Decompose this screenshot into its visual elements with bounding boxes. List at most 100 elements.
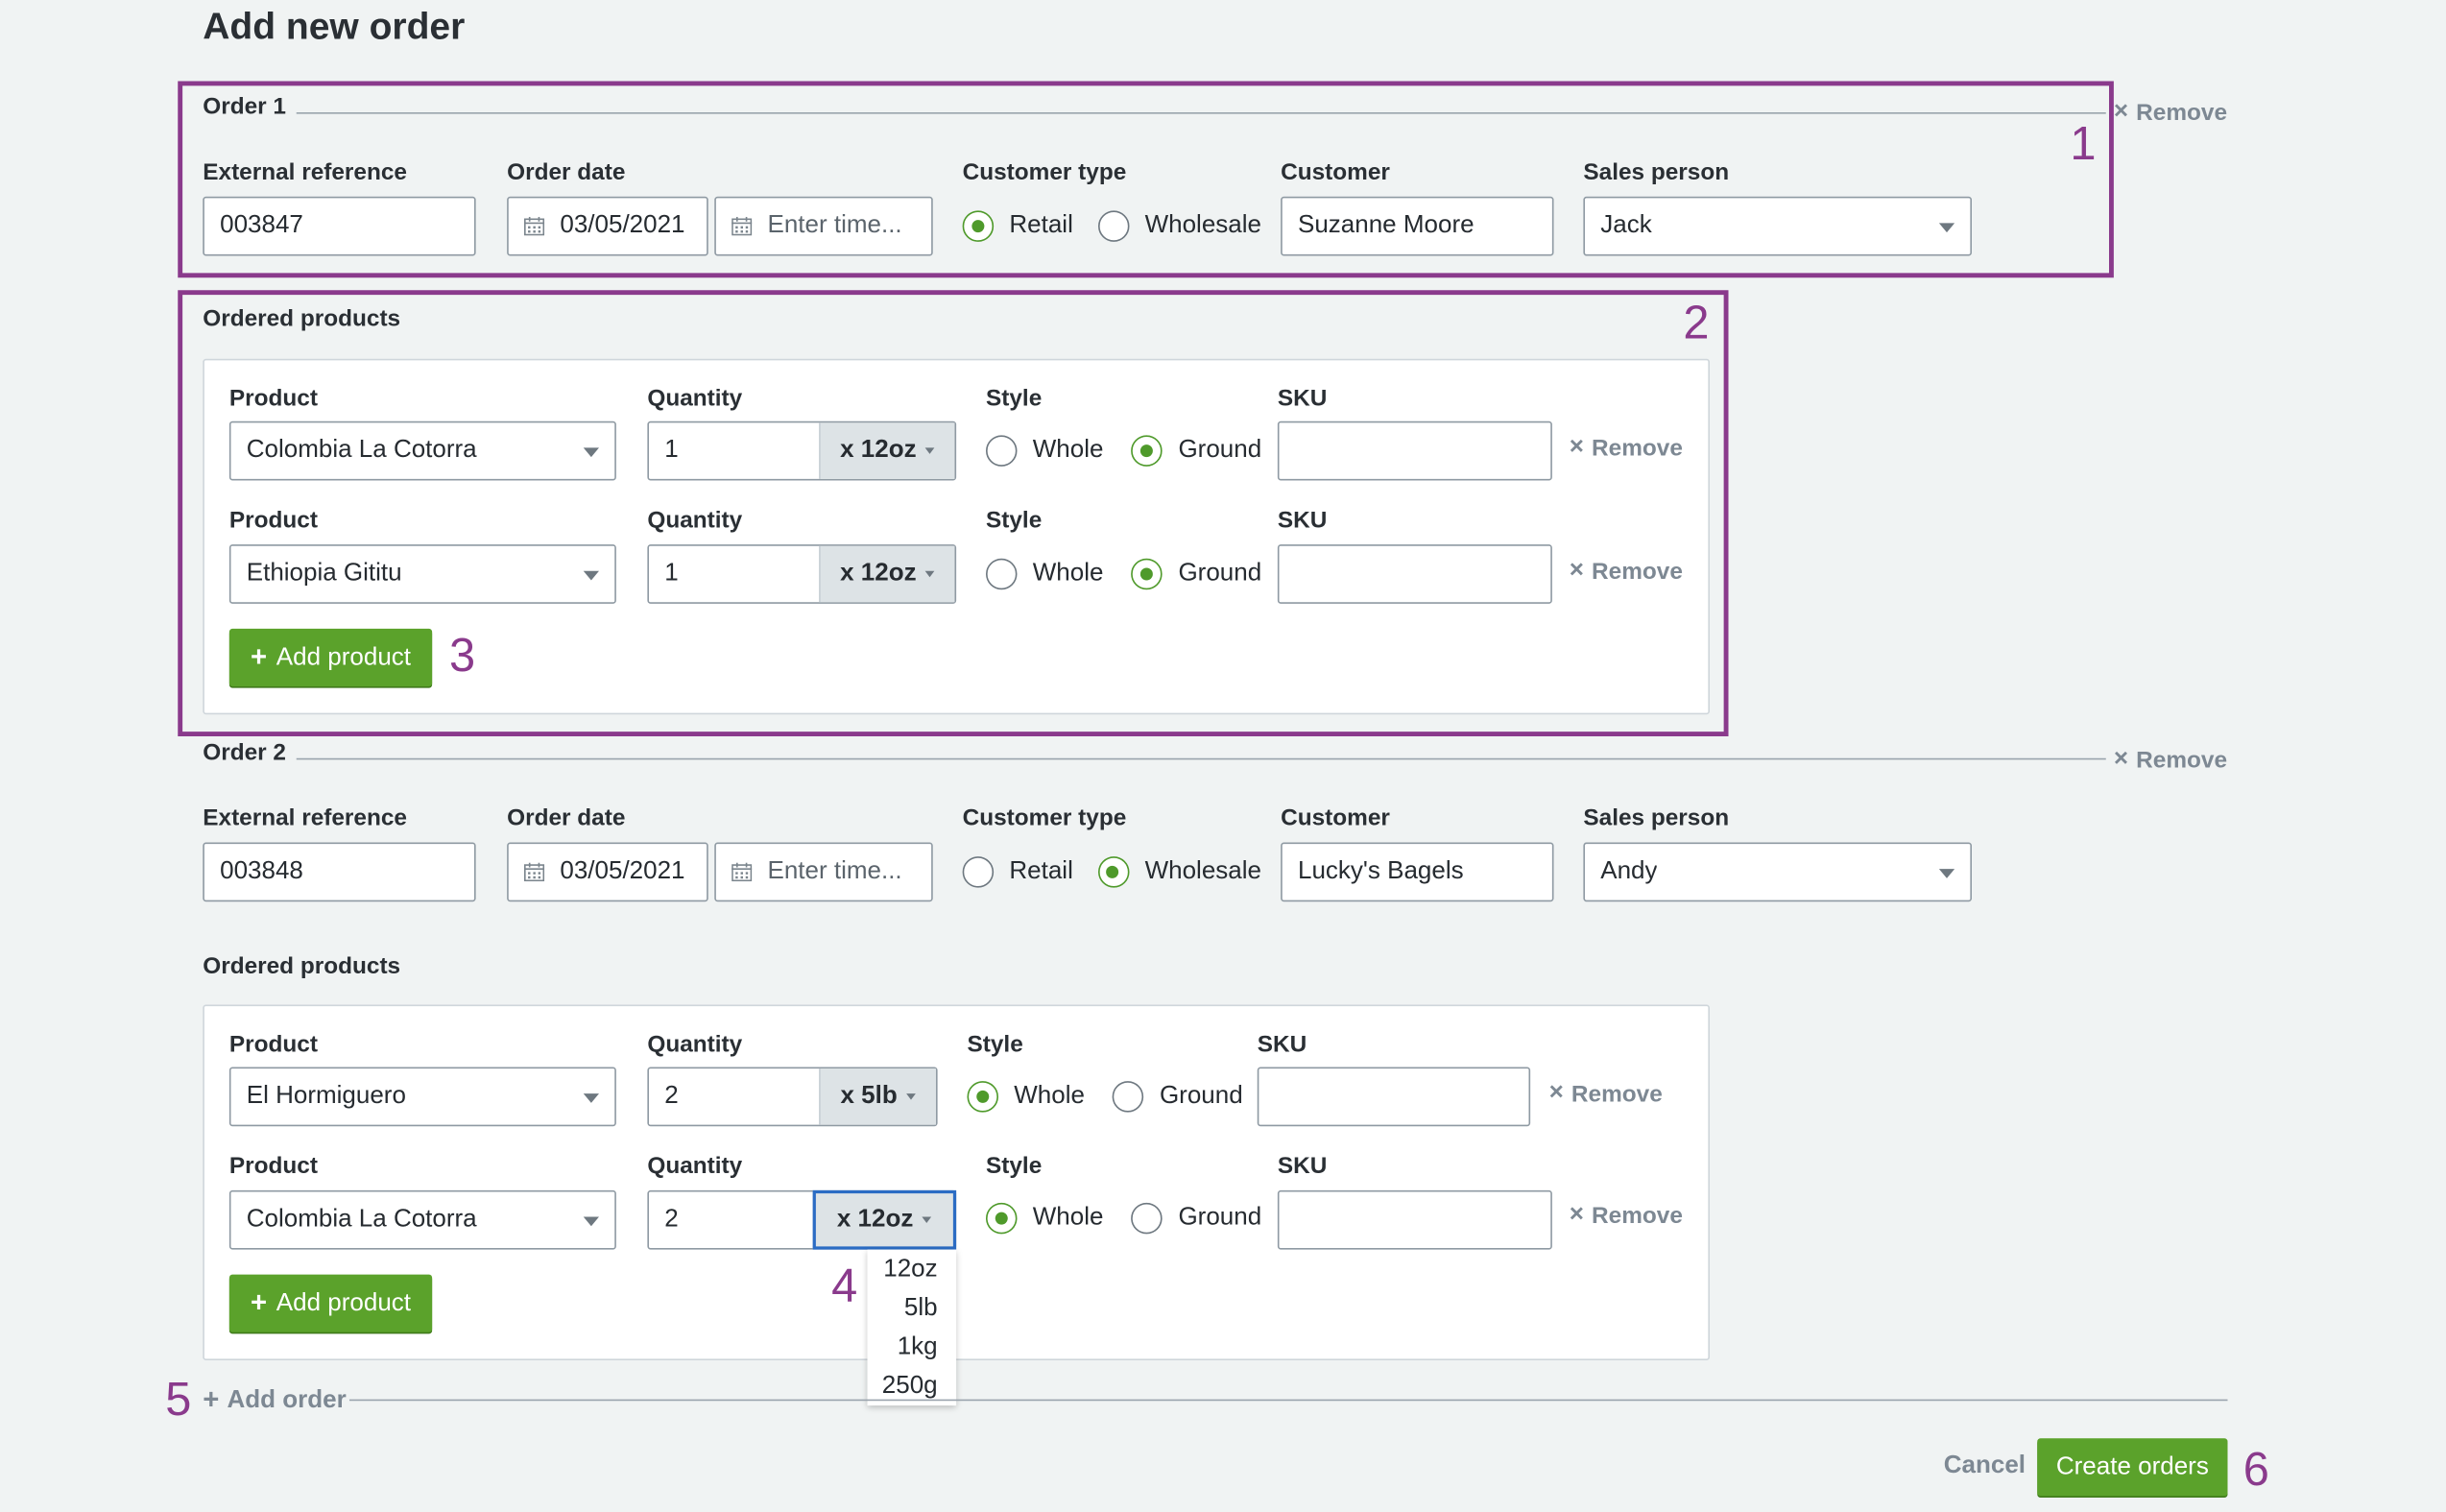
order-date-label: Order date <box>507 158 626 186</box>
radio-circle <box>986 558 1018 590</box>
whole-radio[interactable]: Whole <box>986 435 1103 467</box>
sku-label: SKU <box>1277 385 1328 412</box>
ground-radio[interactable]: Ground <box>1113 1081 1243 1113</box>
order-date-input[interactable]: 03/05/2021 <box>507 842 708 902</box>
retail-radio[interactable]: Retail <box>962 856 1073 888</box>
chevron-down-icon <box>583 570 599 581</box>
product-select[interactable]: Ethiopia Gititu <box>228 544 616 604</box>
sales-person-label: Sales person <box>1583 804 1730 832</box>
customer-input[interactable]: Suzanne Moore <box>1281 196 1554 256</box>
product-select[interactable]: Colombia La Cotorra <box>228 420 616 481</box>
ground-radio[interactable]: Ground <box>1131 558 1261 590</box>
calendar-icon <box>731 862 753 882</box>
customer-type-radio-group: Retail Wholesale <box>962 843 1261 902</box>
product-label: Product <box>228 385 318 412</box>
style-radio-group: Whole Ground <box>986 1188 1261 1248</box>
sku-input[interactable] <box>1277 544 1552 604</box>
add-product-button[interactable]: + Add product <box>228 628 433 686</box>
sales-person-select[interactable]: Jack <box>1583 196 1972 256</box>
create-orders-button[interactable]: Create orders <box>2037 1438 2228 1497</box>
whole-radio[interactable]: Whole <box>967 1081 1085 1113</box>
plus-icon: + <box>203 1383 220 1415</box>
ordered-products-title: Ordered products <box>203 305 401 333</box>
quantity-input[interactable]: 1 x 12oz <box>647 544 957 604</box>
chevron-down-icon <box>925 570 936 578</box>
cancel-button[interactable]: Cancel <box>1943 1452 2026 1479</box>
ground-radio[interactable]: Ground <box>1131 1202 1261 1235</box>
chevron-down-icon <box>906 1093 917 1100</box>
product-select[interactable]: Colombia La Cotorra <box>228 1189 616 1250</box>
annotation-number-3: 3 <box>449 630 476 683</box>
remove-order-1-button[interactable]: × Remove <box>2114 98 2227 126</box>
close-icon: × <box>1569 1201 1584 1228</box>
unit-select[interactable]: x 12oz <box>819 545 955 603</box>
remove-product-button[interactable]: × Remove <box>1569 557 1683 585</box>
order-1-title: Order 1 <box>203 93 286 121</box>
quantity-input[interactable]: 1 x 12oz <box>647 420 957 481</box>
style-label: Style <box>986 507 1043 534</box>
product-select[interactable]: El Hormiguero <box>228 1067 616 1127</box>
unit-select[interactable]: x 12oz <box>812 1189 957 1250</box>
calendar-icon <box>731 216 753 236</box>
ground-radio[interactable]: Ground <box>1131 435 1261 467</box>
customer-input[interactable]: Lucky's Bagels <box>1281 842 1554 902</box>
remove-order-2-button[interactable]: × Remove <box>2113 745 2228 774</box>
sales-person-select[interactable]: Andy <box>1583 842 1972 902</box>
style-label: Style <box>986 385 1043 412</box>
order-1-divider <box>296 112 2106 114</box>
unit-dropdown-menu: 12oz 5lb 1kg 250g <box>867 1249 957 1406</box>
page-title: Add new order <box>203 6 466 49</box>
quantity-label: Quantity <box>647 385 743 412</box>
product-label: Product <box>228 507 318 534</box>
radio-circle <box>962 856 995 888</box>
annotation-number-1: 1 <box>2070 118 2097 171</box>
customer-label: Customer <box>1281 804 1390 832</box>
order-2-divider <box>296 757 2106 760</box>
external-reference-input[interactable]: 003847 <box>203 196 476 256</box>
remove-product-button[interactable]: × Remove <box>1569 1201 1683 1229</box>
unit-option[interactable]: 12oz <box>883 1255 938 1282</box>
chevron-down-icon <box>1938 869 1955 878</box>
product-label: Product <box>228 1152 318 1180</box>
order-time-input[interactable]: Enter time... <box>714 842 933 902</box>
add-product-button[interactable]: + Add product <box>228 1274 433 1332</box>
order-date-input[interactable]: 03/05/2021 <box>507 196 708 256</box>
close-icon: × <box>1569 433 1584 461</box>
customer-type-label: Customer type <box>962 158 1127 186</box>
calendar-icon <box>524 216 545 236</box>
annotation-box-2 <box>178 290 1729 736</box>
order-time-input[interactable]: Enter time... <box>714 196 933 256</box>
sku-input[interactable] <box>1277 420 1552 481</box>
remove-product-button[interactable]: × Remove <box>1548 1079 1663 1107</box>
whole-radio[interactable]: Whole <box>986 558 1103 590</box>
unit-select[interactable]: x 5lb <box>819 1068 936 1125</box>
add-order-divider <box>349 1399 2228 1402</box>
product-label: Product <box>228 1031 318 1058</box>
wholesale-radio[interactable]: Wholesale <box>1097 210 1261 242</box>
add-order-button[interactable]: + Add order <box>203 1383 347 1415</box>
close-icon: × <box>1569 557 1584 584</box>
chevron-down-icon <box>1938 223 1955 233</box>
unit-option[interactable]: 5lb <box>903 1293 938 1321</box>
quantity-label: Quantity <box>647 1152 743 1180</box>
unit-select[interactable]: x 12oz <box>819 422 955 479</box>
whole-radio[interactable]: Whole <box>986 1202 1103 1235</box>
quantity-input[interactable]: 2 x 12oz <box>647 1189 957 1250</box>
unit-option[interactable]: 1kg <box>897 1332 938 1360</box>
sku-input[interactable] <box>1277 1189 1552 1250</box>
chevron-down-icon <box>583 1093 599 1103</box>
sku-input[interactable] <box>1257 1067 1531 1127</box>
external-reference-input[interactable]: 003848 <box>203 842 476 902</box>
quantity-label: Quantity <box>647 1031 743 1058</box>
close-icon: × <box>1548 1079 1564 1107</box>
remove-product-button[interactable]: × Remove <box>1569 433 1683 462</box>
external-reference-label: External reference <box>203 158 407 186</box>
radio-circle <box>967 1081 998 1113</box>
wholesale-radio[interactable]: Wholesale <box>1097 856 1261 888</box>
plus-icon: + <box>250 640 268 673</box>
annotation-number-4: 4 <box>831 1260 858 1312</box>
customer-label: Customer <box>1281 158 1390 186</box>
unit-option[interactable]: 250g <box>881 1372 938 1399</box>
quantity-input[interactable]: 2 x 5lb <box>647 1067 938 1127</box>
retail-radio[interactable]: Retail <box>962 210 1073 242</box>
